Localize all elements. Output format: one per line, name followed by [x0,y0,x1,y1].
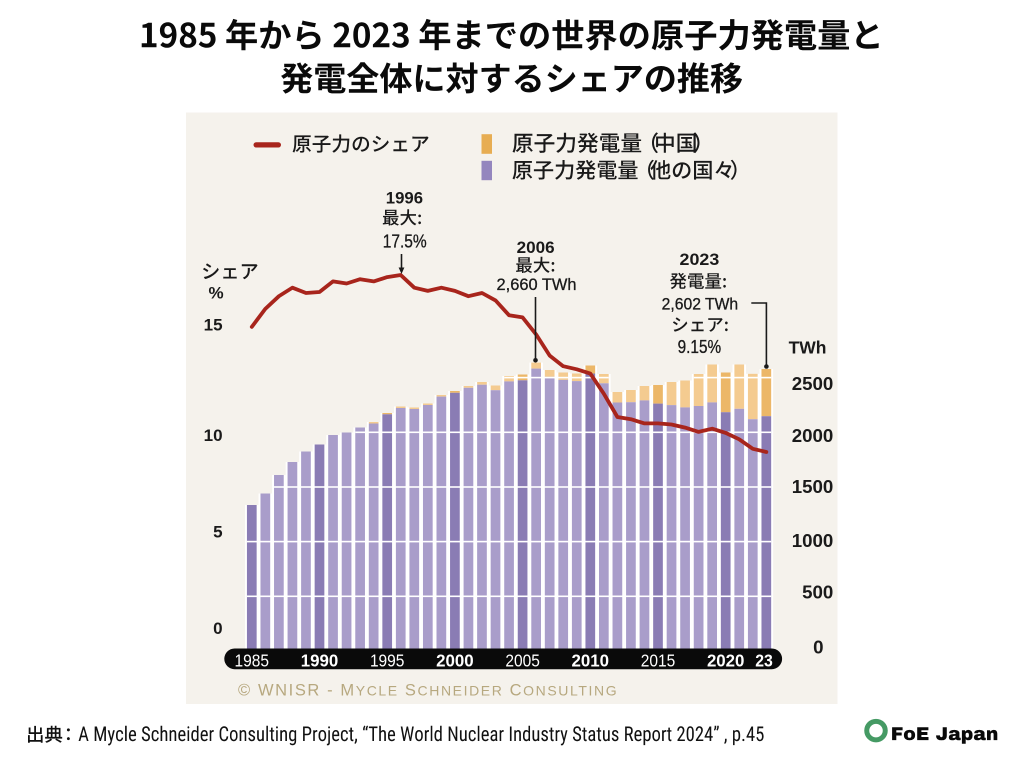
svg-text:10: 10 [204,426,223,445]
svg-text:2000: 2000 [792,425,834,446]
svg-text:500: 500 [802,582,833,603]
svg-text:2000: 2000 [436,650,474,670]
svg-text:2,602 TWh: 2,602 TWh [662,295,739,314]
svg-text:2020: 2020 [707,650,745,670]
svg-text:TWh: TWh [789,338,827,358]
svg-text:2005: 2005 [505,650,540,670]
svg-text:9.15%: 9.15% [678,337,722,357]
svg-text:2500: 2500 [792,373,834,394]
svg-text:17.5%: 17.5% [383,230,427,251]
svg-text:2006: 2006 [517,238,555,257]
svg-text:1990: 1990 [301,650,339,670]
svg-text:2023: 2023 [680,250,720,269]
svg-text:1000: 1000 [792,530,834,551]
svg-text:23: 23 [755,650,773,670]
svg-text:0: 0 [213,619,222,638]
svg-text:15: 15 [204,315,223,334]
svg-text:1500: 1500 [792,476,834,497]
svg-text:2,660 TWh: 2,660 TWh [497,275,577,294]
svg-text:2015: 2015 [641,650,676,670]
svg-text:© WNISR - MYCLE SCHNEIDER CONS: © WNISR - MYCLE SCHNEIDER CONSULTING [238,681,618,699]
svg-text:0: 0 [813,637,823,658]
svg-text:1985: 1985 [235,650,270,670]
svg-text:%: % [209,284,224,303]
svg-text:2010: 2010 [572,650,610,670]
svg-text:5: 5 [213,522,222,541]
svg-text:1995: 1995 [370,650,405,670]
svg-text:1996: 1996 [386,190,423,208]
